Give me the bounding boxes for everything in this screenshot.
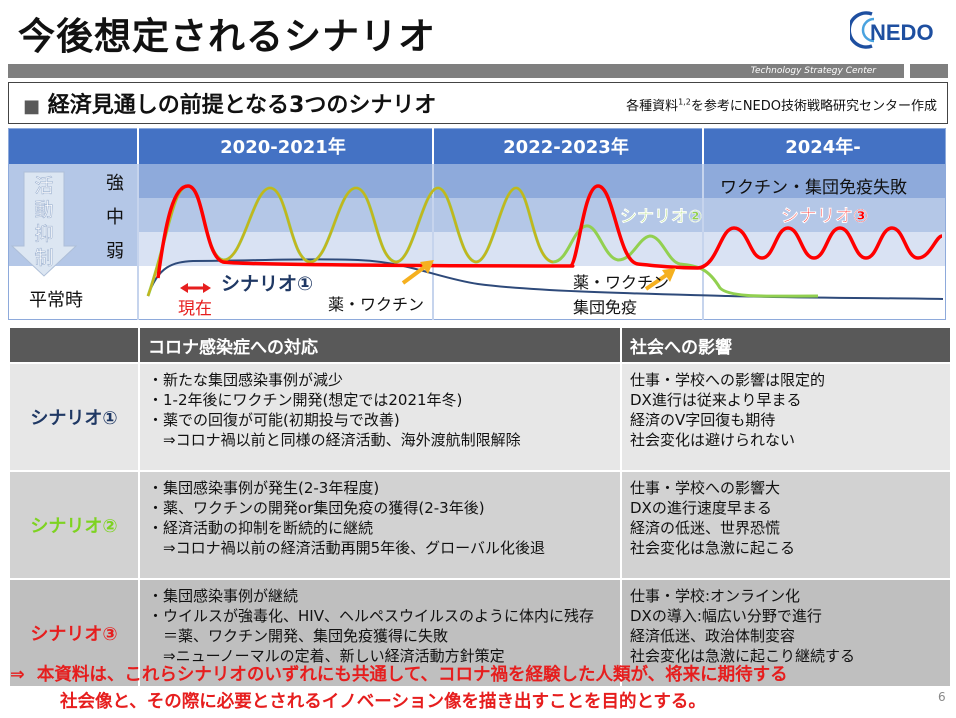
table-header-impact: 社会への影響 xyxy=(620,326,952,364)
footer-arrow: ⇒ xyxy=(10,665,25,685)
footer-line-1: ⇒ 本資料は、これらシナリオのいずれにも共通して、コロナ禍を経験した人類が、将来… xyxy=(10,662,788,689)
table-header-blank xyxy=(8,326,140,364)
label-normal-bg xyxy=(8,266,138,320)
now-arrow-right xyxy=(203,283,211,293)
logo-arc-inner xyxy=(861,17,875,43)
activity-arrow xyxy=(10,171,78,277)
scenario2-label: シナリオ② xyxy=(620,207,702,227)
level-normal: 平常時 xyxy=(29,290,83,311)
impact-item: 社会変化は急激に起こり継続する xyxy=(630,647,856,665)
response-item: ⇒コロナ禍以前の経済活動再開5年後、グローバル化後退 xyxy=(148,539,545,557)
source-note: 各種資料1,2を参考にNEDO技術戦略研究センター作成 xyxy=(626,95,937,114)
annotation-drug2-line1: 薬・ワクチン xyxy=(573,273,669,292)
impact-item: DXの進行速度早まる xyxy=(630,499,772,517)
row-impact: 仕事・学校:オンライン化 DXの導入:幅広い分野で進行 経済低迷、政治体制変容 … xyxy=(620,578,952,688)
footer-line-2: 社会像と、その際に必要とされるイノベーション像を描き出すことを目的とする。 xyxy=(60,692,706,712)
table-row: シナリオ① ・新たな集団感染事例が減少 ・1-2年後にワクチン開発(想定では20… xyxy=(8,362,952,472)
annotation-fail: ワクチン・集団免疫失敗 xyxy=(720,178,907,198)
now-arrow-left xyxy=(180,283,188,293)
vlabel-1: 動 xyxy=(34,199,53,221)
subtitle-box: ■ 経済見通しの前提となる3つのシナリオ 各種資料1,2を参考にNEDO技術戦略… xyxy=(8,82,948,124)
scenario3-line xyxy=(156,184,943,279)
response-item: ・集団感染事例が発生(2-3年程度) xyxy=(148,479,380,497)
response-item: ・ウイルスが強毒化、HIV、ヘルペスウイルスのように体内に残存 xyxy=(148,607,594,625)
response-item: ・集団感染事例が継続 xyxy=(148,587,299,605)
annotation-drug: 薬・ワクチン xyxy=(328,295,424,314)
period-header-bg xyxy=(8,128,946,164)
period-label-2: 2022-2023年 xyxy=(503,136,629,158)
row-scenario-name: シナリオ③ xyxy=(8,578,140,688)
footer-statement: ⇒ 本資料は、これらシナリオのいずれにも共通して、コロナ禍を経験した人類が、将来… xyxy=(10,662,788,716)
row-response: ・集団感染事例が発生(2-3年程度) ・薬、ワクチンの開発or集団免疫の獲得(2… xyxy=(138,470,622,580)
source-prefix: 各種資料 xyxy=(626,99,679,114)
impact-item: 社会変化は急激に起こる xyxy=(630,539,796,557)
vlabel-0: 活 xyxy=(34,175,53,197)
footer-text-1: 本資料は、これらシナリオのいずれにも共通して、コロナ禍を経験した人類が、将来に期… xyxy=(36,665,788,685)
row-response: ・新たな集団感染事例が減少 ・1-2年後にワクチン開発(想定では2021年冬) … xyxy=(138,362,622,472)
nedo-logo: NEDO xyxy=(850,11,934,49)
table-row: シナリオ③ ・集団感染事例が継続 ・ウイルスが強毒化、HIV、ヘルペスウイルスの… xyxy=(8,578,952,688)
response-item: ・新たな集団感染事例が減少 xyxy=(148,371,344,389)
now-label: 現在 xyxy=(178,299,212,319)
impact-item: 経済低迷、政治体制変容 xyxy=(630,627,796,645)
impact-item: 経済の低迷、世界恐慌 xyxy=(630,519,781,537)
banner-gap xyxy=(904,64,910,78)
level-strong: 強 xyxy=(106,173,124,194)
subtitle: ■ 経済見通しの前提となる3つのシナリオ xyxy=(23,87,436,119)
subtitle-bullet: ■ xyxy=(23,96,41,117)
arrow-drug-2-head xyxy=(662,268,676,282)
table-header-response: コロナ感染症への対応 xyxy=(138,326,622,364)
impact-item: 経済のV字回復も期待 xyxy=(630,411,776,429)
arrow-drug-1 xyxy=(401,264,428,285)
row-scenario-name: シナリオ② xyxy=(8,470,140,580)
scenario1-label: シナリオ① xyxy=(221,273,313,295)
page-title: 今後想定されるシナリオ xyxy=(18,15,436,58)
page-number: 6 xyxy=(938,690,946,704)
impact-item: 仕事・学校への影響大 xyxy=(630,479,781,497)
band-strong xyxy=(138,164,946,198)
subtitle-text: 経済見通しの前提となる3つのシナリオ xyxy=(47,93,437,118)
banner-bar: Technology Strategy Center xyxy=(8,64,948,78)
banner-text: Technology Strategy Center xyxy=(750,66,876,76)
chart-border xyxy=(8,128,946,320)
annotation-drug2-line2: 集団免疫 xyxy=(573,298,637,317)
source-sup: 1,2 xyxy=(678,97,691,107)
impact-item: 仕事・学校への影響は限定的 xyxy=(630,371,826,389)
arrow-drug-2 xyxy=(644,272,670,291)
arrow-drug-1-head xyxy=(420,260,434,274)
impact-item: 社会変化は避けられない xyxy=(630,431,796,449)
logo-text: NEDO xyxy=(870,20,934,45)
band-normal xyxy=(138,266,946,320)
row-impact: 仕事・学校への影響大 DXの進行速度早まる 経済の低迷、世界恐慌 社会変化は急激… xyxy=(620,470,952,580)
response-item: ・1-2年後にワクチン開発(想定では2021年冬) xyxy=(148,391,463,409)
response-item: ・経済活動の抑制を断続的に継続 xyxy=(148,519,374,537)
response-item: ・薬での回復が可能(初期投与で改善) xyxy=(148,411,400,429)
band-mid xyxy=(138,198,946,232)
response-item: ⇒ニューノーマルの定着、新しい経済活動方針策定 xyxy=(148,647,505,665)
scenario3-label: シナリオ③ xyxy=(781,206,868,227)
source-suffix: を参考にNEDO技術戦略研究センター作成 xyxy=(690,99,937,114)
vlabel-3: 制 xyxy=(34,247,53,269)
level-mid: 中 xyxy=(106,207,124,228)
logo-arc-outer xyxy=(850,11,873,49)
impact-item: 仕事・学校:オンライン化 xyxy=(630,587,801,605)
impact-item: DXの導入:幅広い分野で進行 xyxy=(630,607,822,625)
row-impact: 仕事・学校への影響は限定的 DX進行は従来より早まる 経済のV字回復も期待 社会… xyxy=(620,362,952,472)
vlabel-2: 抑 xyxy=(34,223,53,245)
response-item: ・薬、ワクチンの開発or集団免疫の獲得(2-3年後) xyxy=(148,499,485,517)
scenario-chart: 2020-2021年 2022-2023年 2024年- 活 動 抑 制 強 中… xyxy=(8,128,946,320)
row-scenario-name: シナリオ① xyxy=(8,362,140,472)
scenario-table: コロナ感染症への対応 社会への影響 シナリオ① ・新たな集団感染事例が減少 ・1… xyxy=(8,326,952,688)
response-item: ⇒コロナ禍以前と同様の経済活動、海外渡航制限解除 xyxy=(148,431,521,449)
table-row: シナリオ② ・集団感染事例が発生(2-3年程度) ・薬、ワクチンの開発or集団免… xyxy=(8,470,952,580)
period-label-3: 2024年- xyxy=(785,136,861,158)
level-weak: 弱 xyxy=(106,241,124,262)
row-response: ・集団感染事例が継続 ・ウイルスが強毒化、HIV、ヘルペスウイルスのように体内に… xyxy=(138,578,622,688)
period-label-1: 2020-2021年 xyxy=(220,136,346,158)
response-item: ＝薬、ワクチン開発、集団免疫獲得に失敗 xyxy=(148,627,449,645)
impact-item: DX進行は従来より早まる xyxy=(630,391,802,409)
